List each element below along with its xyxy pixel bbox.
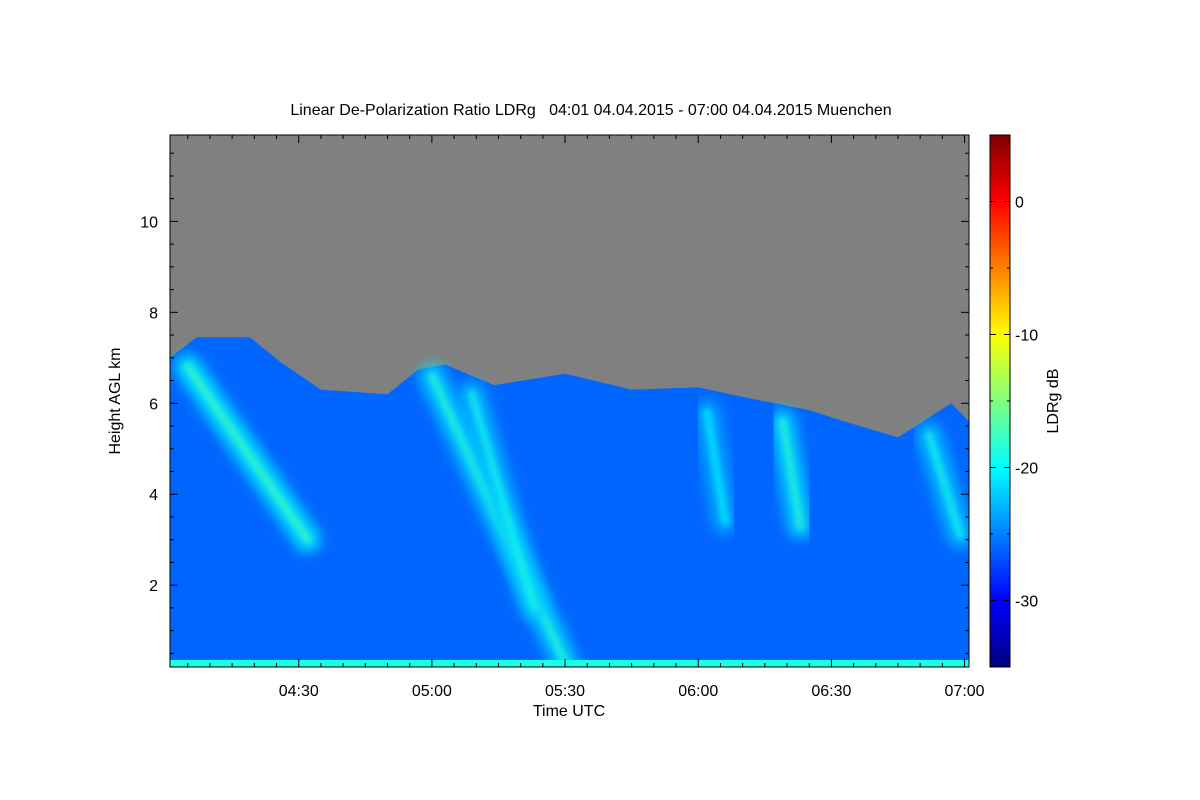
plot-frame [169, 134, 970, 668]
x-axis-label: Time UTC [533, 703, 605, 720]
x-tick-label: 06:30 [811, 683, 851, 700]
x-axis: 04:30 05:00 05:30 06:00 06:30 07:00 [187, 135, 985, 700]
fall-streak-core [925, 431, 965, 540]
y-tick-label: 2 [149, 578, 158, 595]
plot-area [170, 135, 969, 667]
y-tick-label: 10 [140, 214, 158, 231]
colorbar-tick-label: -30 [1015, 594, 1038, 611]
y-axis-label: Height AGL km [107, 347, 124, 454]
y-axis: 2 4 6 8 10 [140, 152, 969, 654]
x-tick-label: 05:00 [412, 683, 452, 700]
chart-title: Linear De-Polarization Ratio LDRg 04:01 … [290, 102, 891, 119]
fall-streak-core [183, 362, 312, 544]
fall-streak-core [703, 408, 729, 526]
x-tick-label: 07:00 [945, 683, 985, 700]
colorbar-axis: 0 -10 -20 -30 [990, 134, 1038, 668]
x-tick-label: 06:00 [678, 683, 718, 700]
fall-streak-core [467, 390, 538, 612]
colorbar-tick-label: 0 [1015, 195, 1024, 212]
colorbar-tick-label: -10 [1015, 328, 1038, 345]
colorbar-tick-label: -20 [1015, 461, 1038, 478]
surface-layer [170, 660, 969, 667]
cloud-region [170, 337, 969, 667]
y-tick-label: 4 [149, 487, 158, 504]
fall-streaks [174, 353, 969, 667]
y-tick-label: 8 [149, 305, 158, 322]
y-tick-label: 6 [149, 396, 158, 413]
x-tick-label: 05:30 [545, 683, 585, 700]
colorbar-label: LDRg dB [1045, 369, 1062, 434]
x-tick-label: 04:30 [279, 683, 319, 700]
fall-streak-core [778, 417, 805, 531]
